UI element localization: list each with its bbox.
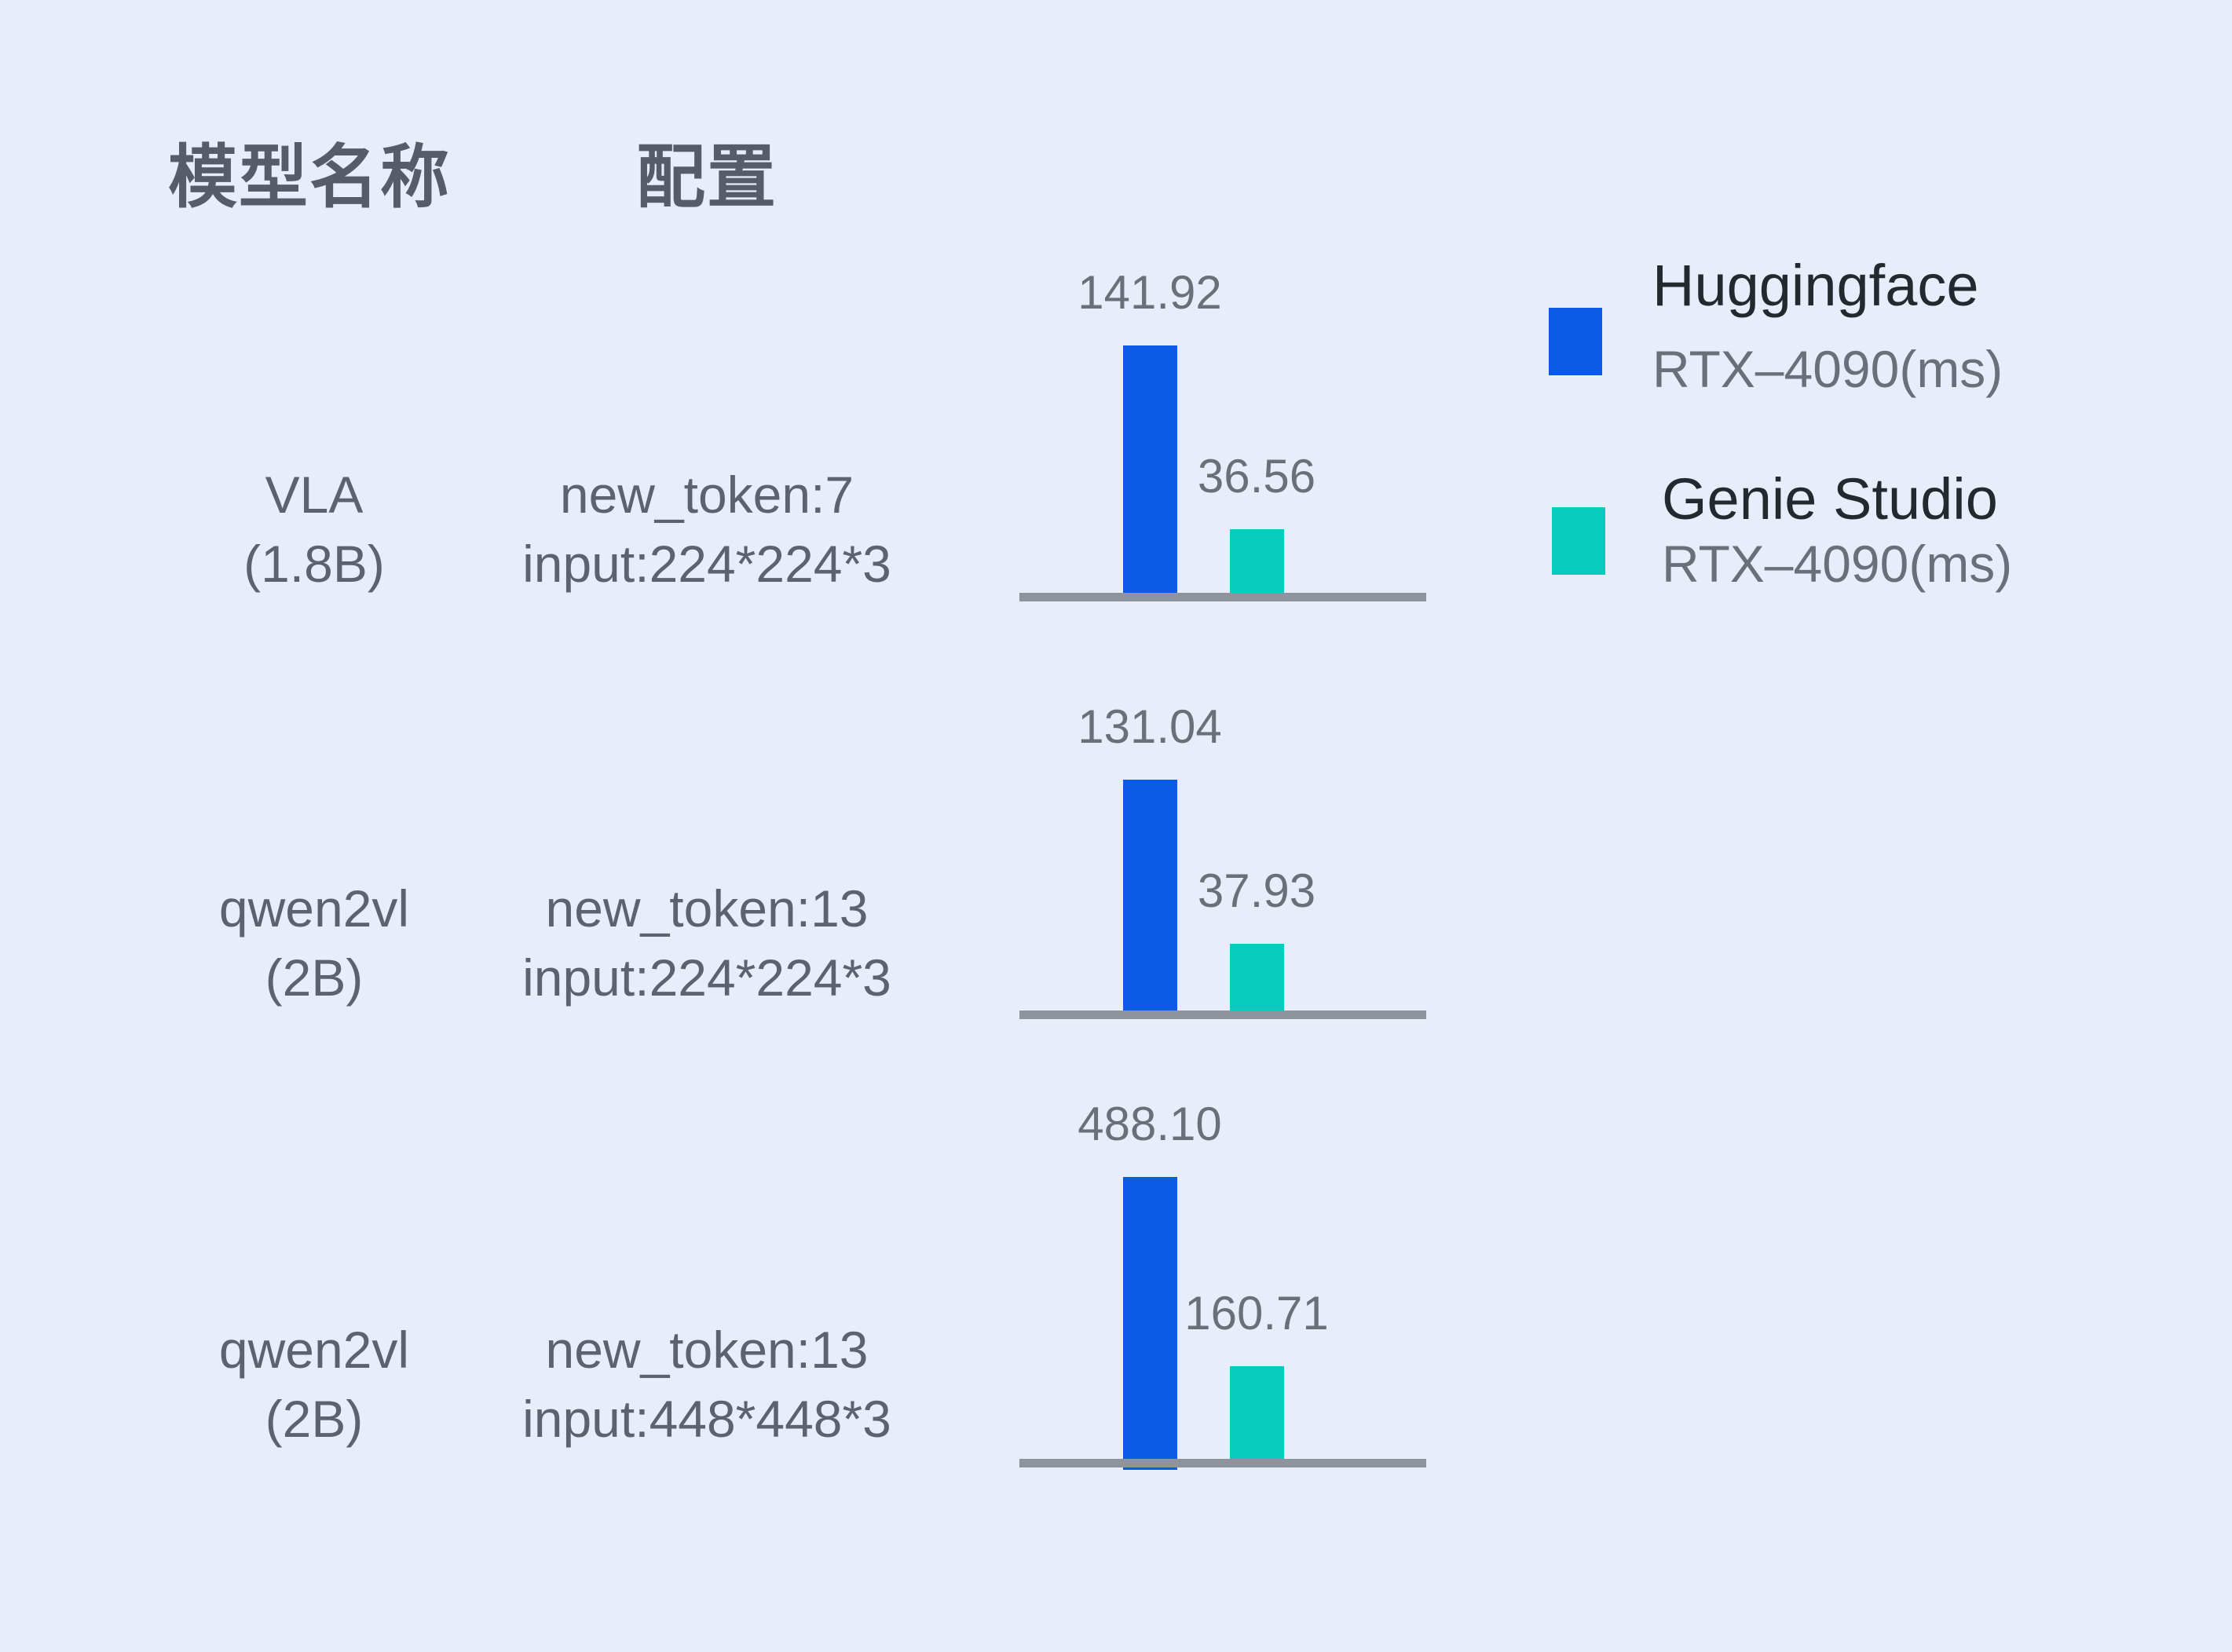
chart-baseline	[1019, 1011, 1426, 1019]
genie-studio-bar	[1230, 1366, 1284, 1459]
latency-chart: 131.04 37.93	[1019, 649, 1426, 1011]
config-line1: new_token:13	[545, 1321, 869, 1379]
config-line1: new_token:7	[559, 466, 854, 524]
chart-baseline	[1019, 593, 1426, 601]
config-line2: input:224*224*3	[522, 948, 891, 1007]
legend-genie-sublabel: RTX–4090(ms)	[1662, 535, 2013, 593]
legend-huggingface-sublabel: RTX–4090(ms)	[1652, 340, 2003, 398]
huggingface-value-label: 141.92	[1078, 266, 1222, 319]
config-label: new_token:7 input:224*224*3	[456, 460, 958, 598]
genie-value-label: 37.93	[1197, 864, 1316, 917]
header-config: 配置	[636, 138, 778, 216]
chart-baseline	[1019, 1459, 1426, 1467]
latency-chart: 141.92 36.56	[1019, 232, 1426, 593]
huggingface-bar	[1123, 345, 1177, 593]
huggingface-value-label: 131.04	[1078, 700, 1222, 753]
legend-huggingface-swatch	[1549, 308, 1602, 375]
model-name: VLA	[265, 466, 364, 524]
model-name: qwen2vl	[218, 879, 410, 937]
model-name: qwen2vl	[218, 1321, 410, 1379]
legend-genie-label: Genie Studio	[1662, 466, 1998, 532]
model-label: qwen2vl (2B)	[110, 874, 518, 1012]
config-line2: input:448*448*3	[522, 1390, 891, 1448]
genie-studio-bar	[1230, 529, 1284, 593]
model-size: (2B)	[265, 1390, 364, 1448]
model-label: VLA (1.8B)	[110, 460, 518, 598]
config-line1: new_token:13	[545, 879, 869, 937]
latency-chart: 488.10 160.71	[1019, 1098, 1426, 1470]
genie-studio-bar	[1230, 944, 1284, 1011]
model-label: qwen2vl (2B)	[110, 1315, 518, 1453]
config-label: new_token:13 input:224*224*3	[456, 874, 958, 1012]
model-size: (2B)	[265, 948, 364, 1007]
huggingface-bar	[1123, 780, 1177, 1011]
huggingface-value-label: 488.10	[1078, 1098, 1222, 1150]
config-label: new_token:13 input:448*448*3	[456, 1315, 958, 1453]
genie-value-label: 160.71	[1184, 1287, 1329, 1340]
config-line2: input:224*224*3	[522, 535, 891, 593]
huggingface-bar	[1123, 1177, 1177, 1470]
model-size: (1.8B)	[243, 535, 385, 593]
legend-huggingface-label: Huggingface	[1652, 253, 1979, 318]
header-model-name: 模型名称	[168, 138, 452, 216]
legend-genie-swatch	[1552, 507, 1605, 575]
genie-value-label: 36.56	[1197, 450, 1316, 503]
